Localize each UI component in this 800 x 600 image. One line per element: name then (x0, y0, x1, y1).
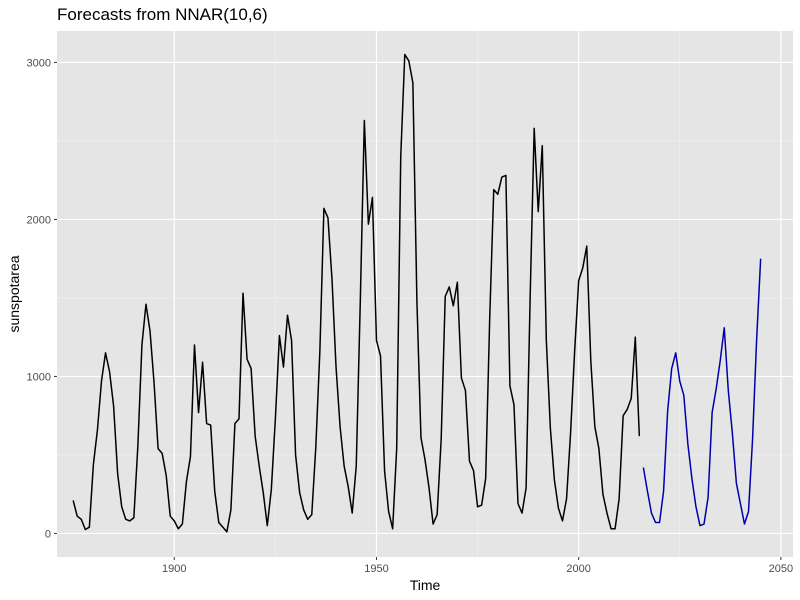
y-tick-label: 0 (45, 528, 51, 540)
forecast-series-line (642, 258, 762, 527)
x-axis-title: Time (410, 577, 441, 593)
plot-panel (57, 31, 793, 557)
y-tick-label: 2000 (27, 214, 51, 226)
observed-series-line (72, 53, 641, 533)
y-tick-label: 3000 (27, 57, 51, 69)
x-axis: 1900 1950 2000 2050 (162, 557, 793, 575)
y-tick-label: 1000 (27, 371, 51, 383)
y-axis-title: sunspotarea (6, 255, 22, 332)
minor-gridlines (57, 31, 793, 557)
x-tick-label: 2050 (769, 563, 793, 575)
x-tick-label: 1900 (162, 563, 186, 575)
chart-title: Forecasts from NNAR(10,6) (57, 5, 268, 24)
y-axis: 0 1000 2000 3000 (27, 57, 57, 540)
x-tick-label: 1950 (364, 563, 388, 575)
x-tick-label: 2000 (566, 563, 590, 575)
series-layer (72, 53, 762, 533)
